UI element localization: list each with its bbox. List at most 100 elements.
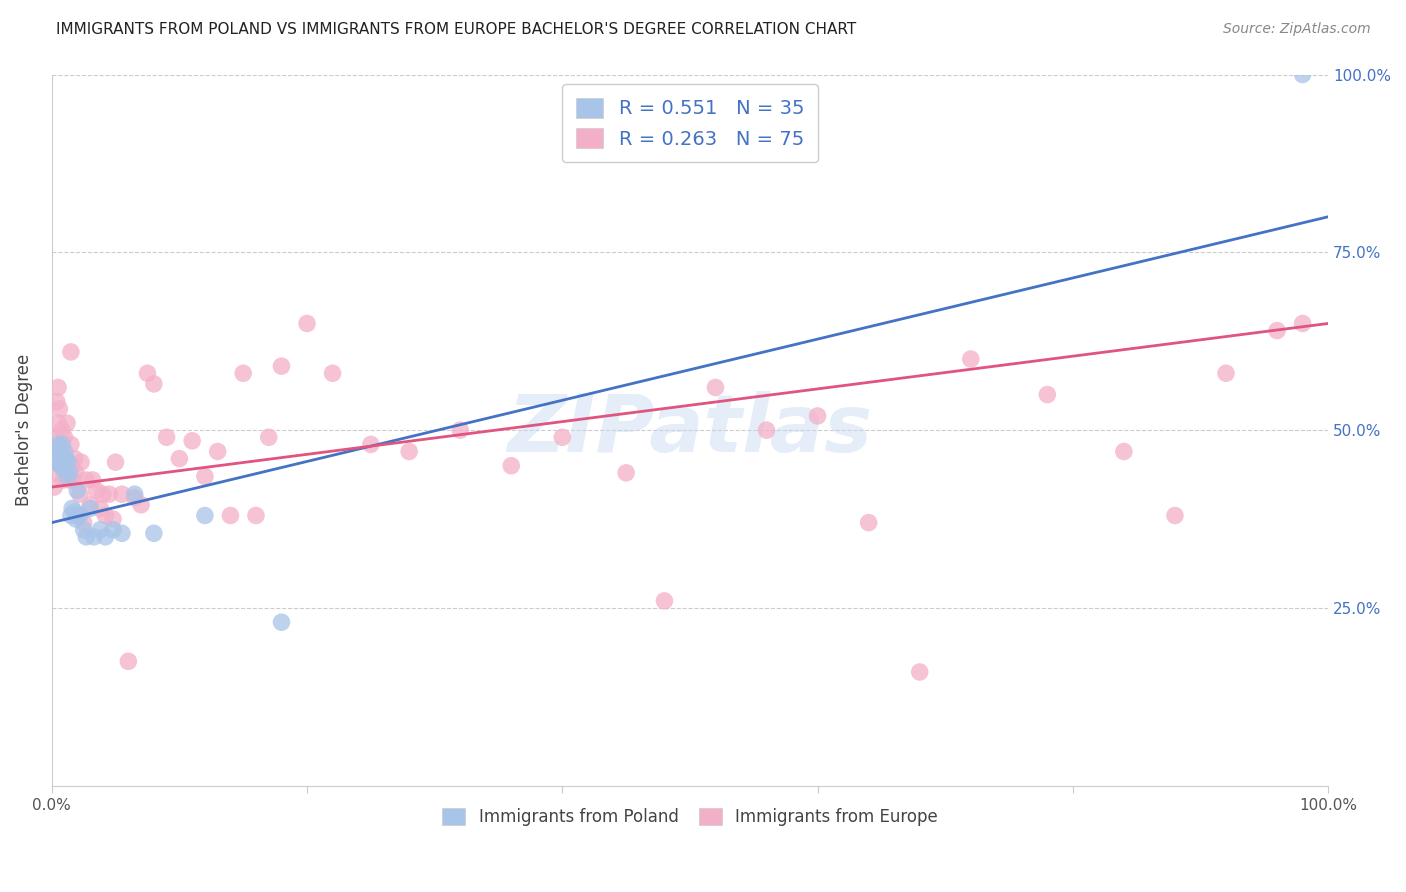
Point [322, 366, 344, 380]
Point [46, 455, 69, 469]
Point [111, 526, 134, 541]
Point [53, 444, 76, 458]
Point [398, 444, 420, 458]
Point [614, 466, 637, 480]
Point [48, 444, 70, 458]
Point [65, 466, 87, 480]
Point [83, 530, 105, 544]
Point [79, 498, 101, 512]
Point [73, 523, 96, 537]
Point [70, 455, 93, 469]
Point [53, 458, 76, 473]
Text: IMMIGRANTS FROM POLAND VS IMMIGRANTS FROM EUROPE BACHELOR'S DEGREE CORRELATION C: IMMIGRANTS FROM POLAND VS IMMIGRANTS FRO… [56, 22, 856, 37]
Point [59, 473, 82, 487]
Point [44, 455, 66, 469]
Point [1164, 508, 1187, 523]
Legend: Immigrants from Poland, Immigrants from Europe: Immigrants from Poland, Immigrants from … [433, 799, 946, 834]
Point [48, 441, 70, 455]
Point [51, 423, 73, 437]
Point [59, 437, 82, 451]
Point [51, 455, 73, 469]
Point [48, 401, 70, 416]
Point [56, 416, 79, 430]
Point [51, 437, 73, 451]
Point [63, 505, 86, 519]
Point [86, 483, 108, 498]
Point [45, 394, 67, 409]
Point [1265, 324, 1288, 338]
Point [62, 473, 84, 487]
Point [111, 487, 134, 501]
Point [58, 462, 80, 476]
Point [82, 473, 104, 487]
Point [59, 466, 82, 480]
Point [46, 437, 69, 451]
Point [219, 508, 242, 523]
Point [63, 451, 86, 466]
Point [1291, 68, 1313, 82]
Point [91, 487, 114, 501]
Point [51, 451, 73, 466]
Point [56, 469, 79, 483]
Point [1036, 387, 1059, 401]
Point [45, 444, 67, 458]
Point [295, 317, 318, 331]
Point [551, 430, 574, 444]
Point [1112, 444, 1135, 458]
Point [46, 380, 69, 394]
Point [59, 345, 82, 359]
Point [52, 473, 75, 487]
Y-axis label: Bachelor's Degree: Bachelor's Degree [15, 354, 32, 507]
Point [501, 458, 523, 473]
Point [44, 480, 66, 494]
Point [270, 359, 292, 373]
Point [94, 508, 117, 523]
Point [1291, 317, 1313, 331]
Point [58, 455, 80, 469]
Point [169, 451, 191, 466]
Point [49, 458, 72, 473]
Point [959, 351, 981, 366]
Point [360, 437, 382, 451]
Point [181, 434, 204, 448]
Point [1215, 366, 1237, 380]
Point [75, 473, 97, 487]
Point [55, 451, 77, 466]
Point [245, 508, 267, 523]
Point [52, 462, 75, 476]
Point [232, 366, 254, 380]
Text: ZIPatlas: ZIPatlas [508, 392, 873, 469]
Point [59, 508, 82, 523]
Point [94, 530, 117, 544]
Point [73, 516, 96, 530]
Point [53, 451, 76, 466]
Point [46, 416, 69, 430]
Point [69, 508, 91, 523]
Point [136, 366, 159, 380]
Point [858, 516, 880, 530]
Point [60, 458, 83, 473]
Point [55, 462, 77, 476]
Point [69, 487, 91, 501]
Point [101, 523, 124, 537]
Point [142, 376, 165, 391]
Point [104, 455, 127, 469]
Point [156, 430, 179, 444]
Point [45, 451, 67, 466]
Point [89, 501, 111, 516]
Point [704, 380, 727, 394]
Point [654, 594, 676, 608]
Point [755, 423, 778, 437]
Point [60, 501, 83, 516]
Point [66, 483, 89, 498]
Point [124, 491, 146, 505]
Point [45, 466, 67, 480]
Point [75, 530, 97, 544]
Point [207, 444, 229, 458]
Point [270, 615, 292, 630]
Text: Source: ZipAtlas.com: Source: ZipAtlas.com [1223, 22, 1371, 37]
Point [908, 665, 931, 679]
Point [449, 423, 471, 437]
Point [129, 498, 152, 512]
Point [66, 508, 89, 523]
